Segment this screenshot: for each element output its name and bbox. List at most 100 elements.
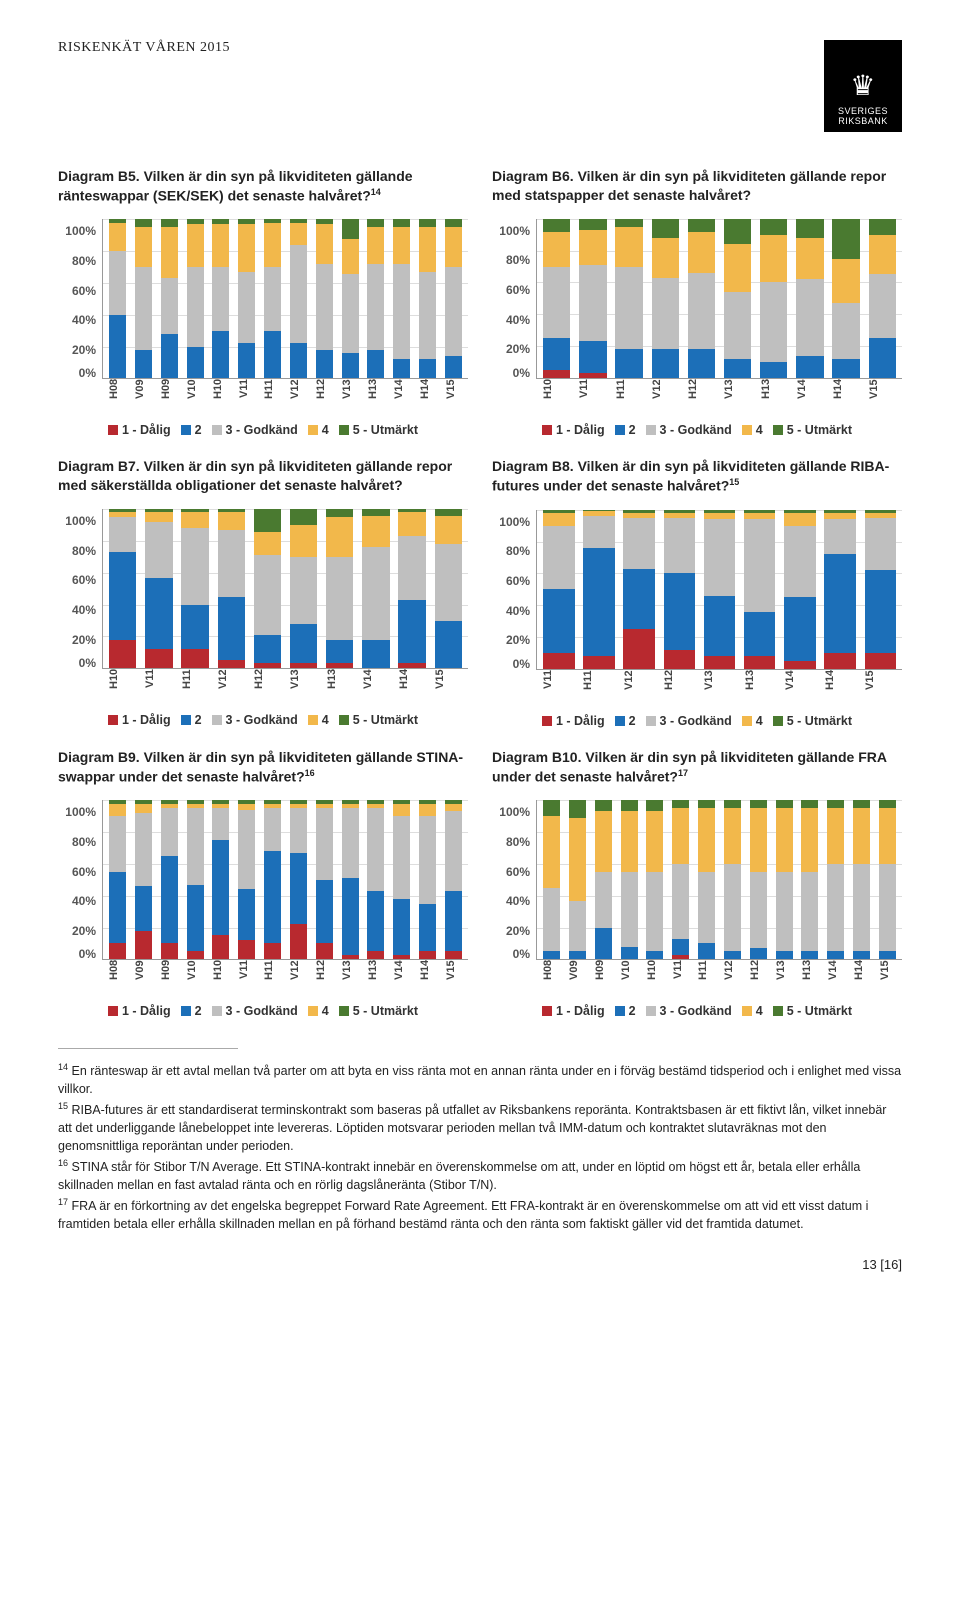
bar-segment [290, 509, 317, 525]
bar-segment [218, 512, 245, 529]
footnote-separator [58, 1048, 238, 1049]
y-tick: 60% [58, 866, 96, 878]
bar-segment [181, 649, 208, 668]
bar-segment [801, 800, 818, 808]
plot-area [102, 219, 468, 379]
chart-title: Diagram B7. Vilken är din syn på likvidi… [58, 457, 468, 495]
bar-segment [583, 516, 614, 548]
bar-segment [796, 219, 823, 238]
x-tick: V12 [623, 670, 654, 704]
y-tick: 20% [492, 343, 530, 355]
bar-segment [750, 800, 767, 808]
bar [621, 800, 638, 959]
bar-segment [290, 525, 317, 557]
footnote-number: 14 [58, 1062, 68, 1072]
bar-segment [704, 656, 735, 669]
bar-segment [776, 800, 793, 808]
bar-segment [398, 600, 425, 664]
y-tick: 0% [492, 948, 530, 960]
chart-area: 100%80%60%40%20%0% [58, 800, 468, 960]
bar [181, 509, 208, 668]
chart-title: Diagram B10. Vilken är din syn på likvid… [492, 748, 902, 786]
legend-swatch [339, 715, 349, 725]
bar-segment [342, 239, 359, 274]
bar-segment [543, 267, 570, 339]
bar-segment [316, 943, 333, 959]
bar-segment [776, 872, 793, 952]
bar-segment [543, 888, 560, 952]
bar-segment [583, 548, 614, 656]
x-tick: V10 [186, 960, 203, 994]
footnote-ref: 17 [678, 768, 688, 778]
bar [238, 219, 255, 378]
x-tick: H11 [697, 960, 714, 994]
bar-segment [367, 219, 384, 227]
legend-item: 4 [308, 713, 329, 727]
bar [161, 219, 178, 378]
bar-segment [827, 864, 844, 951]
x-tick: H13 [801, 960, 818, 994]
bar-segment [688, 219, 715, 232]
y-tick: 60% [492, 575, 530, 587]
bar [445, 219, 462, 378]
bar [869, 219, 896, 378]
bar-segment [445, 891, 462, 951]
legend-item: 2 [615, 423, 636, 437]
bar-segment [445, 951, 462, 959]
bar [316, 219, 333, 378]
bar [326, 509, 353, 668]
bar [744, 510, 775, 669]
bar-segment [316, 808, 333, 880]
bar [579, 219, 606, 378]
legend-swatch [773, 1006, 783, 1016]
chart-B9: Diagram B9. Vilken är din syn på likvidi… [58, 748, 468, 1018]
bar [367, 219, 384, 378]
bar-segment [579, 219, 606, 230]
bar-segment [543, 526, 574, 590]
x-tick: H13 [744, 670, 775, 704]
bar-segment [367, 891, 384, 951]
bar-segment [419, 904, 436, 952]
bar-segment [264, 851, 281, 943]
legend-swatch [108, 715, 118, 725]
bar-segment [832, 359, 859, 378]
x-tick: V09 [134, 960, 151, 994]
legend-swatch [646, 425, 656, 435]
bar-segment [218, 530, 245, 597]
x-tick: H10 [212, 379, 229, 413]
bar [543, 219, 570, 378]
bar-segment [109, 315, 126, 379]
bar-segment [238, 224, 255, 272]
x-tick: V12 [723, 960, 740, 994]
bar-segment [135, 219, 152, 227]
x-tick: V10 [620, 960, 637, 994]
legend-swatch [646, 1006, 656, 1016]
bar [187, 219, 204, 378]
legend-item: 1 - Dålig [108, 713, 171, 727]
bar-segment [621, 872, 638, 947]
footnotes-block: 14 En ränteswap är ett avtal mellan två … [58, 1061, 902, 1233]
bar [238, 800, 255, 959]
bar [109, 509, 136, 668]
bar-segment [595, 928, 612, 960]
bar-segment [238, 810, 255, 890]
x-tick: V15 [879, 960, 896, 994]
bar-segment [342, 955, 359, 960]
legend-swatch [339, 425, 349, 435]
bar-segment [615, 219, 642, 227]
y-tick: 40% [58, 895, 96, 907]
bar-segment [744, 656, 775, 669]
legend-item: 4 [308, 423, 329, 437]
bar-segment [362, 516, 389, 548]
bar-segment [135, 267, 152, 350]
x-tick: V13 [775, 960, 792, 994]
bar-segment [796, 279, 823, 355]
bar-segment [238, 343, 255, 378]
bar-segment [367, 808, 384, 891]
bar [316, 800, 333, 959]
bar-segment [623, 629, 654, 669]
legend-swatch [308, 715, 318, 725]
bar-segment [398, 536, 425, 600]
bar [583, 510, 614, 669]
x-tick: H08 [108, 379, 125, 413]
